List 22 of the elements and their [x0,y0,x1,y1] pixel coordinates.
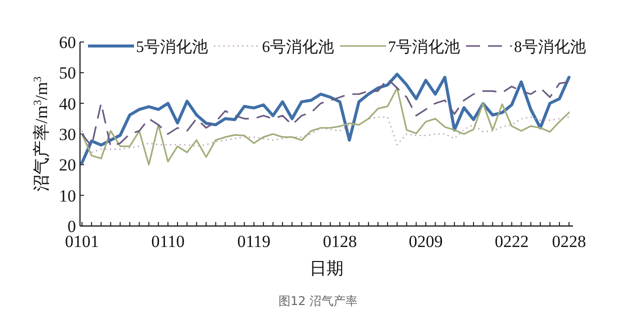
line-series [81,116,570,154]
y-tick-label: 10 [59,186,76,206]
y-tick-label: 30 [59,125,76,144]
x-tick-label: 0222 [494,232,529,251]
legend-label: 6号消化池 [262,38,334,56]
line-series [80,72,570,164]
legend-label: 7号消化池 [388,38,460,56]
caption: 图12 沼气产率 [278,294,358,308]
y-tick-label: 50 [59,64,76,83]
legend-label: 5号消化池 [136,38,208,56]
x-tick-label: 0228 [552,232,586,251]
x-tick-label: 0209 [408,232,443,251]
line-series [81,78,570,148]
y-tick-label: 20 [59,156,76,175]
line-series [81,87,570,166]
x-axis-title: 日期 [310,259,344,278]
legend-label: 8号消化池 [514,38,586,56]
y-tick-label: 40 [59,94,76,114]
x-tick-label: 0110 [151,232,185,251]
x-tick-label: 0119 [237,232,271,251]
x-tick-label: 0128 [322,232,357,251]
y-tick-label: 60 [59,33,76,52]
